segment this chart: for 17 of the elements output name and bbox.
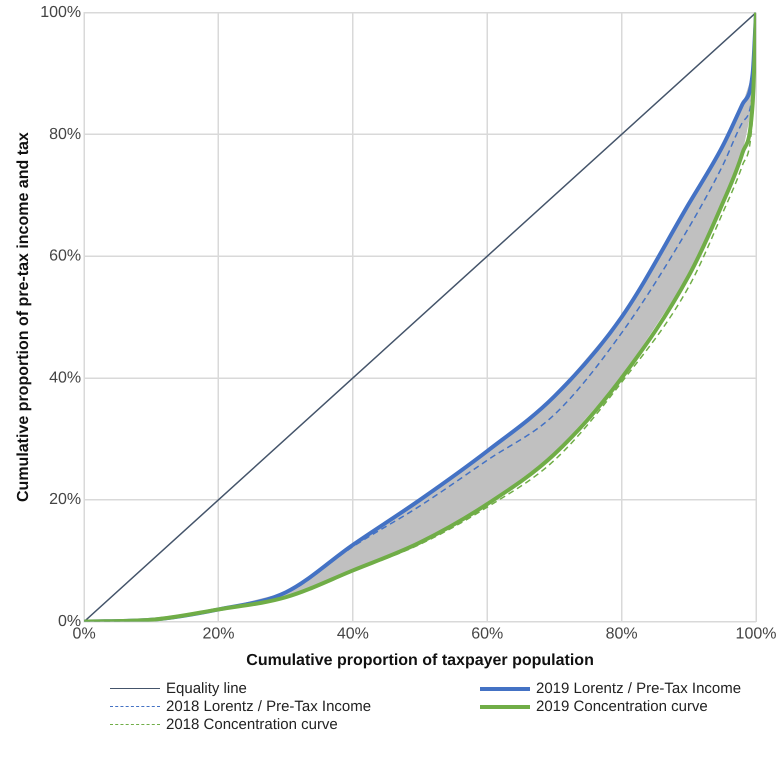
legend-label: Equality line [166, 680, 247, 697]
legend-label: 2019 Concentration curve [536, 698, 708, 715]
x-axis-title: Cumulative proportion of taxpayer population [246, 652, 594, 669]
y-tick-label: 60% [49, 248, 82, 265]
x-tick-label: 20% [202, 626, 235, 643]
y-tick-label: 40% [49, 369, 82, 386]
x-tick-label: 80% [606, 626, 638, 643]
y-tick-label: 100% [40, 4, 82, 22]
legend-label: 2019 Lorentz / Pre-Tax Income [536, 680, 742, 697]
x-tick-label: 60% [471, 626, 504, 643]
y-tick-label: 80% [49, 126, 82, 143]
y-tick-label: 20% [49, 491, 82, 508]
legend-label: 2018 Lorentz / Pre-Tax Income [166, 698, 372, 715]
x-tick-label: 100% [736, 626, 776, 643]
x-tick-label: 40% [336, 626, 369, 643]
y-axis-title: Cumulative proportion of pre-tax income and tax [15, 132, 32, 502]
legend-label: 2018 Concentration curve [166, 716, 338, 733]
